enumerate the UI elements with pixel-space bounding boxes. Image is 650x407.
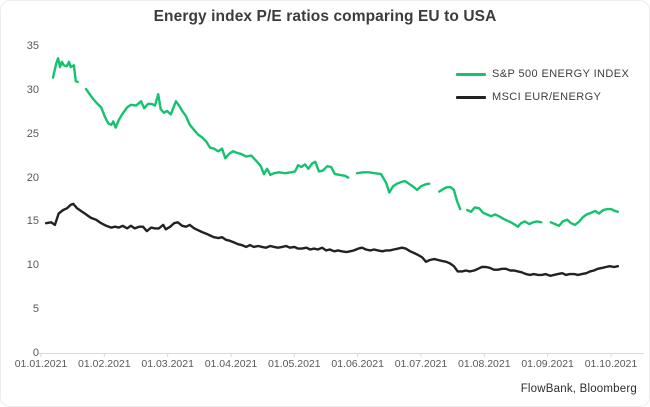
x-axis-tick-label: 01.08.2021: [458, 358, 511, 370]
chart-title: Energy index P/E ratios comparing EU to …: [153, 8, 497, 25]
x-axis-tick-label: 01.07.2021: [394, 358, 448, 370]
legend-label-sp500: S&P 500 ENERGY INDEX: [492, 68, 630, 80]
y-axis-tick-label: 35: [26, 40, 39, 52]
y-axis-tick-label: 15: [26, 215, 39, 228]
msci-line-swatch-icon: [456, 95, 486, 99]
x-axis-tick-label: 01.04.2021: [204, 358, 258, 370]
x-axis-tick-label: 01.05.2021: [268, 358, 321, 370]
x-axis-ticks: [40, 353, 612, 357]
chart-legend: S&P 500 ENERGY INDEX MSCI EUR/ENERGY: [456, 67, 629, 113]
legend-label-msci: MSCI EUR/ENERGY: [492, 91, 602, 103]
y-axis-tick-label: 5: [32, 303, 39, 316]
legend-item-sp500: S&P 500 ENERGY INDEX: [456, 67, 629, 81]
y-axis-tick-label: 30: [26, 83, 39, 96]
x-axis-tick-label: 01.10.2021: [584, 358, 638, 370]
y-axis-tick-label: 0: [32, 347, 39, 359]
msci-eur-energy-line: [44, 202, 620, 277]
x-axis-tick-label: 01.06.2021: [331, 358, 384, 370]
y-axis-tick-label: 10: [26, 259, 39, 272]
x-axis-tick-label: 01.09.2021: [521, 358, 574, 370]
sp500-energy-index-line: [51, 57, 620, 228]
sp500-line-swatch-icon: [456, 72, 486, 76]
legend-item-msci: MSCI EUR/ENERGY: [456, 90, 629, 104]
y-axis-tick-label: 20: [26, 171, 39, 184]
x-axis-tick-label: 01.02.2021: [78, 358, 131, 370]
x-axis-tick-label: 01.03.2021: [141, 358, 194, 370]
x-axis-tick-label: 01.01.2021: [14, 358, 68, 370]
y-axis-tick-label: 25: [26, 127, 39, 140]
source-attribution: FlowBank, Bloomberg: [520, 383, 637, 395]
